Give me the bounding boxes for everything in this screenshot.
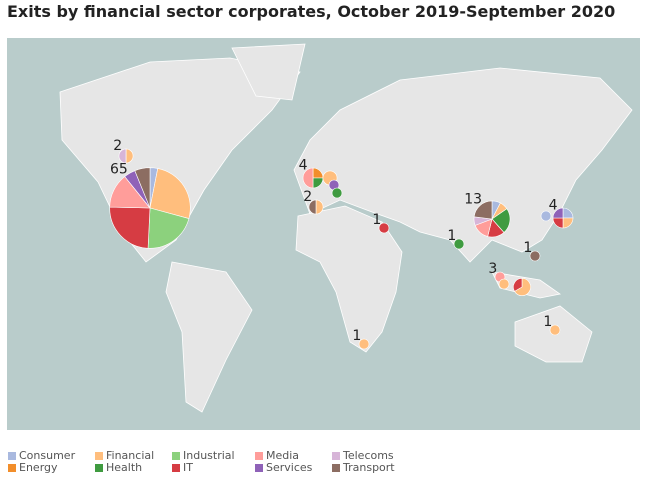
legend-swatch (255, 452, 263, 460)
pie-slice (513, 278, 523, 292)
legend-swatch (8, 452, 16, 460)
pie-slice (308, 199, 317, 215)
legend-swatch (172, 452, 180, 460)
pie-slice (149, 168, 191, 219)
legend-label: IT (183, 461, 193, 474)
pie-label: 13 (464, 192, 482, 208)
legend-swatch (95, 464, 103, 472)
legend-swatch (8, 464, 16, 472)
legend-label: Telecoms (342, 449, 394, 462)
pie-slice (118, 148, 127, 164)
legend-label: Consumer (19, 449, 76, 462)
pie-slice (125, 148, 134, 164)
pie-slice (453, 238, 465, 250)
pie-slice (549, 324, 561, 336)
legend-swatch (172, 464, 180, 472)
pie-slice (540, 210, 552, 222)
legend-swatch (95, 452, 103, 460)
legend-swatch (255, 464, 263, 472)
legend-swatch (332, 464, 340, 472)
pie-label: 65 (110, 162, 128, 178)
legend-label: Services (266, 461, 313, 474)
legend-label: Media (266, 449, 299, 462)
pie-label: 2 (303, 189, 312, 205)
pie-label: 4 (299, 158, 308, 174)
legend-swatch (332, 452, 340, 460)
pie-label: 1 (447, 228, 456, 244)
pie-slice (552, 207, 564, 219)
pie-slice (529, 250, 541, 262)
pie-label: 1 (523, 240, 532, 256)
pie-slice (358, 338, 370, 350)
pie-slice (302, 167, 314, 189)
pie-label: 2 (113, 138, 122, 154)
pie-label: 1 (372, 212, 381, 228)
pie-slice (315, 199, 324, 215)
pie-slice (147, 207, 190, 249)
pie-label: 3 (488, 261, 497, 277)
legend-label: Industrial (183, 449, 235, 462)
pie-label: 1 (543, 314, 552, 330)
title: Exits by financial sector corporates, Oc… (7, 2, 615, 21)
pie-slice (378, 222, 390, 234)
legend-label: Energy (19, 461, 58, 474)
pie-slice (331, 187, 343, 199)
legend-label: Health (106, 461, 142, 474)
pie-slice (109, 206, 151, 249)
pie-slice (134, 167, 151, 209)
pie-slice (473, 200, 493, 220)
pie-slice (514, 278, 531, 296)
pie-label: 4 (549, 198, 558, 214)
legend-label: Transport (342, 461, 395, 474)
legend-label: Financial (106, 449, 154, 462)
pie-slice (498, 278, 510, 290)
pie-label: 1 (352, 328, 361, 344)
